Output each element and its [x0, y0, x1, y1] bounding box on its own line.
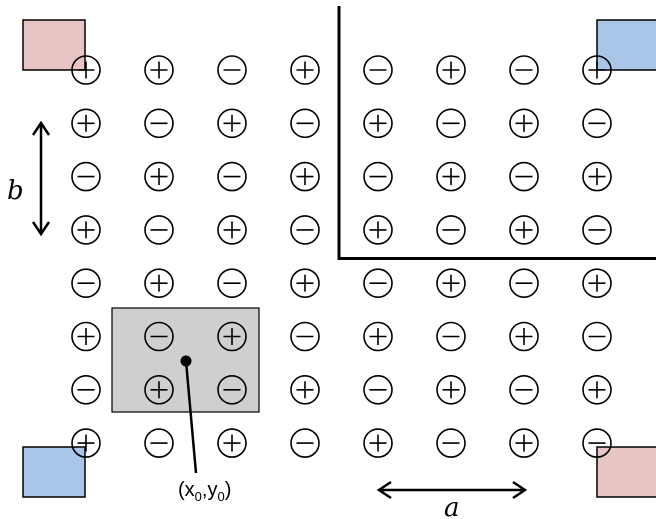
positive-charge-icon [436, 374, 466, 405]
negative-charge-icon [217, 55, 247, 85]
point-label-y: y [207, 479, 217, 501]
positive-charge-icon [290, 161, 320, 192]
positive-charge-icon [509, 108, 539, 139]
corner-square-top-left [22, 19, 86, 71]
positive-charge-icon [436, 55, 466, 85]
negative-charge-icon [363, 161, 393, 192]
positive-charge-icon [582, 374, 612, 405]
negative-charge-icon [582, 428, 612, 458]
positive-charge-icon [509, 428, 539, 458]
negative-charge-icon [363, 374, 393, 405]
negative-charge-icon [144, 321, 174, 352]
positive-charge-icon [582, 55, 612, 85]
point-label: (x0,y0) [178, 479, 231, 504]
point-label-y-sub: 0 [217, 489, 224, 504]
charge-grid [71, 55, 612, 458]
positive-charge-icon [509, 321, 539, 352]
positive-charge-icon [363, 428, 393, 458]
point-label-x-sub: 0 [195, 489, 202, 504]
negative-charge-icon [436, 108, 466, 139]
point-label-x: x [185, 479, 195, 501]
positive-charge-icon [290, 268, 320, 299]
positive-charge-icon [436, 268, 466, 299]
positive-charge-icon [363, 108, 393, 139]
negative-charge-icon [582, 321, 612, 352]
negative-charge-icon [144, 108, 174, 139]
negative-charge-icon [290, 108, 320, 139]
negative-charge-icon [217, 268, 247, 299]
negative-charge-icon [217, 374, 247, 405]
positive-charge-icon [71, 215, 101, 245]
negative-charge-icon [144, 215, 174, 245]
corner-square-top-right [596, 19, 656, 71]
a-label: a [444, 493, 460, 519]
positive-charge-icon [509, 215, 539, 245]
negative-charge-icon [217, 161, 247, 192]
negative-charge-icon [290, 428, 320, 458]
negative-charge-icon [509, 161, 539, 192]
positive-charge-icon [290, 374, 320, 405]
positive-charge-icon [144, 161, 174, 192]
negative-charge-icon [363, 55, 393, 85]
positive-charge-icon [144, 55, 174, 85]
negative-charge-icon [71, 268, 101, 299]
negative-charge-icon [363, 268, 393, 299]
negative-charge-icon [509, 374, 539, 405]
negative-charge-icon [436, 215, 466, 245]
negative-charge-icon [582, 215, 612, 245]
corner-square-bottom-right [596, 446, 656, 498]
positive-charge-icon [71, 55, 101, 85]
positive-charge-icon [71, 428, 101, 458]
negative-charge-icon [436, 428, 466, 458]
positive-charge-icon [217, 215, 247, 245]
corner-square-bottom-left [22, 446, 86, 498]
b-label: b [7, 176, 24, 206]
positive-charge-icon [217, 321, 247, 352]
negative-charge-icon [436, 321, 466, 352]
positive-charge-icon [363, 321, 393, 352]
positive-charge-icon [436, 161, 466, 192]
point-leader-line [184, 360, 198, 474]
negative-charge-icon [71, 374, 101, 405]
negative-charge-icon [509, 55, 539, 85]
negative-charge-icon [582, 108, 612, 139]
positive-charge-icon [290, 55, 320, 85]
positive-charge-icon [582, 161, 612, 192]
b-arrow [31, 120, 51, 237]
positive-charge-icon [217, 428, 247, 458]
reference-point [180, 355, 192, 367]
positive-charge-icon [144, 268, 174, 299]
negative-charge-icon [290, 321, 320, 352]
positive-charge-icon [582, 268, 612, 299]
positive-charge-icon [217, 108, 247, 139]
negative-charge-icon [290, 215, 320, 245]
positive-charge-icon [363, 215, 393, 245]
positive-charge-icon [71, 108, 101, 139]
positive-charge-icon [71, 321, 101, 352]
negative-charge-icon [71, 161, 101, 192]
positive-charge-icon [144, 374, 174, 405]
negative-charge-icon [144, 428, 174, 458]
a-arrow [376, 480, 528, 500]
negative-charge-icon [509, 268, 539, 299]
